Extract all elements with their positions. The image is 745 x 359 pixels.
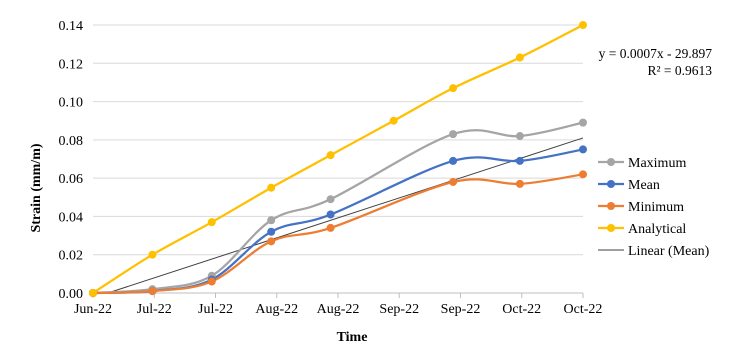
legend-marker-maximum — [607, 158, 615, 166]
data-point-mean — [449, 156, 458, 165]
x-tick-label: Oct-22 — [502, 302, 541, 317]
series-lines — [92, 24, 584, 295]
legend-label-minimum: Minimum — [628, 200, 684, 215]
axes: 0.00 0.02 0.04 0.06 0.08 0.10 0.12 0.14 Jun-22 Ju… — [59, 19, 603, 317]
series-line-analytical — [92, 24, 584, 294]
data-point-maximum — [579, 118, 587, 127]
legend-label-maximum: Maximum — [628, 156, 686, 171]
legend-label-mean: Mean — [628, 178, 660, 193]
data-point-mean — [515, 156, 524, 165]
y-tick-label: 0.06 — [59, 172, 84, 187]
series-line-mean — [92, 148, 584, 295]
legend-marker-minimum — [607, 202, 615, 210]
x-tick-label: Jul-22 — [137, 302, 172, 317]
data-point-mean — [579, 145, 587, 154]
legend-label-analytical: Analytical — [628, 222, 686, 237]
data-point-analytical — [515, 53, 524, 62]
series-markers — [89, 21, 587, 297]
y-axis-title: Strain (mm/m) — [29, 143, 44, 232]
x-tick-label: Jul-22 — [198, 302, 233, 317]
y-tick-label: 0.02 — [59, 249, 84, 264]
data-point-minimum — [148, 287, 157, 296]
trendline-r2-text: R² = 0.9613 — [647, 63, 712, 78]
data-point-analytical — [579, 21, 587, 29]
data-point-mean — [326, 210, 335, 219]
data-point-maximum — [326, 195, 335, 204]
data-point-analytical — [89, 289, 97, 297]
data-point-analytical — [207, 218, 216, 227]
data-point-analytical — [449, 84, 458, 93]
series-line-minimum — [92, 173, 584, 295]
data-point-analytical — [148, 250, 157, 259]
trendline-linear-mean — [107, 137, 584, 294]
x-tick-label: Aug-22 — [317, 302, 360, 317]
data-point-maximum — [449, 130, 458, 139]
y-tick-label: 0.08 — [59, 134, 84, 149]
series-line-maximum — [92, 121, 584, 295]
x-tick-label: Sep-22 — [379, 302, 419, 317]
x-tick-label: Aug-22 — [255, 302, 298, 317]
gridlines — [93, 24, 583, 256]
data-point-minimum — [267, 237, 276, 246]
x-tick-label: Oct-22 — [564, 302, 603, 317]
data-point-analytical — [267, 183, 276, 192]
data-point-minimum — [515, 179, 524, 188]
x-tick-label: Sep-22 — [441, 302, 481, 317]
legend-marker-analytical — [607, 224, 615, 232]
trendline-equation-text: y = 0.0007x - 29.897 — [599, 46, 713, 61]
data-point-mean — [267, 227, 276, 236]
y-tick-label: 0.12 — [59, 57, 84, 72]
x-axis-title: Time — [337, 330, 368, 345]
y-tick-label: 0.10 — [59, 96, 84, 111]
y-tick-label: 0.04 — [59, 210, 84, 225]
legend-marker-mean — [607, 180, 615, 188]
data-point-maximum — [267, 216, 276, 225]
trendline-equation: y = 0.0007x - 29.897 R² = 0.9613 — [599, 46, 713, 78]
data-point-maximum — [515, 132, 524, 141]
x-tick-label: Jun-22 — [74, 302, 112, 317]
data-point-minimum — [326, 223, 335, 232]
data-point-analytical — [326, 151, 335, 160]
data-point-analytical — [389, 116, 398, 125]
legend-label-linear-mean: Linear (Mean) — [628, 244, 710, 259]
y-tick-label: 0.00 — [59, 287, 84, 302]
data-point-minimum — [579, 170, 587, 179]
data-point-minimum — [207, 277, 216, 286]
data-point-minimum — [449, 177, 458, 186]
y-tick-label: 0.14 — [59, 19, 84, 34]
legend: Maximum Mean Minimum Analytical Linear (Mean… — [598, 156, 710, 259]
